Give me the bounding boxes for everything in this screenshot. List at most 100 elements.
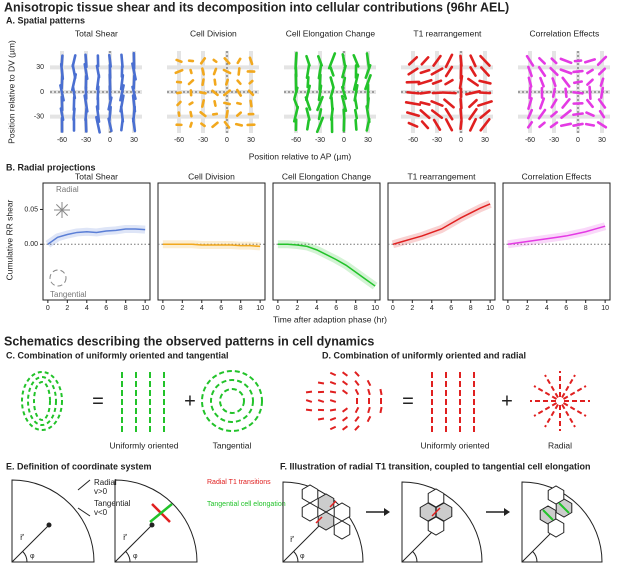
orientation-glyph (235, 88, 243, 97)
orientation-glyph (560, 109, 572, 120)
orientation-glyph (341, 76, 347, 88)
y-tick-label: 0.05 (24, 206, 38, 213)
orientation-glyph (444, 78, 454, 86)
orientation-glyph (538, 97, 546, 110)
x-tick-label: -60 (291, 137, 301, 144)
x-tick-label: 0 (161, 305, 165, 312)
orientation-glyph (459, 54, 463, 68)
orientation-glyph (236, 101, 242, 106)
orientation-glyph (174, 68, 184, 75)
dash (329, 399, 337, 403)
orientation-glyph (306, 76, 310, 89)
dash (367, 406, 371, 414)
x-tick-label: 0 (576, 137, 580, 144)
orientation-glyph (212, 67, 218, 76)
orientation-glyph (539, 76, 545, 88)
dash (305, 408, 313, 412)
orientation-glyph (211, 121, 219, 129)
x-tick-label: 4 (545, 305, 549, 312)
y-tick-label: 30 (36, 64, 44, 71)
orientation-glyph (189, 121, 193, 128)
line (392, 203, 491, 246)
dash (305, 399, 313, 403)
dash (341, 380, 349, 386)
plot-frame (272, 182, 381, 301)
orientation-glyph (354, 118, 358, 131)
cell (547, 518, 565, 538)
orientation-glyph (222, 68, 232, 75)
cell (333, 502, 351, 522)
angle-arc (412, 551, 418, 563)
icon (49, 269, 67, 287)
y-tick-label: -30 (34, 113, 44, 120)
orientation-glyph (564, 87, 568, 99)
orientation-glyph (199, 57, 207, 65)
orientation-glyph (407, 121, 419, 128)
line-band (277, 240, 378, 290)
vector-label: r⃗ (123, 533, 127, 542)
cell (317, 493, 335, 513)
orientation-glyph (550, 98, 558, 109)
orientation-glyph (444, 118, 454, 132)
orientation-glyph (549, 66, 559, 77)
orientation-glyph (477, 100, 493, 107)
x-tick-label: 8 (354, 305, 358, 312)
orientation-glyph (551, 87, 557, 98)
orientation-glyph (305, 107, 311, 121)
x-tick-label: -30 (432, 137, 442, 144)
orientation-glyph (293, 97, 299, 110)
dash (341, 407, 349, 413)
orientation-glyph (561, 76, 571, 88)
x-tick-label: -30 (81, 137, 91, 144)
orientation-glyph (352, 53, 360, 68)
dash (305, 390, 313, 394)
orientation-glyph (537, 108, 547, 120)
angle-arc (532, 551, 538, 563)
arrow-head (384, 508, 390, 516)
dash (354, 380, 360, 386)
plus: + (501, 390, 513, 412)
orientation-glyph (526, 120, 534, 129)
x-tick-label: 4 (315, 305, 319, 312)
orientation-glyph (213, 99, 217, 107)
orientation-glyph (189, 68, 193, 75)
cell (301, 502, 319, 522)
orientation-glyph (120, 53, 124, 69)
orientation-glyph (342, 108, 346, 120)
x-tick-label: 8 (584, 305, 588, 312)
x-tick-label: 6 (334, 305, 338, 312)
orientation-glyph (330, 96, 334, 111)
orientation-glyph (417, 78, 433, 86)
caption: Uniformly oriented (110, 440, 179, 450)
annotation: v<0 (94, 508, 108, 517)
orientation-glyph (222, 89, 232, 97)
vector (114, 524, 153, 563)
cell (547, 485, 565, 505)
orientation-glyph (430, 100, 444, 107)
cell (333, 520, 351, 540)
orientation-glyph (597, 67, 607, 76)
line (507, 225, 606, 246)
dash (317, 417, 325, 421)
orientation-glyph (479, 54, 491, 67)
orientation-glyph (465, 90, 481, 96)
orientation-glyph (419, 101, 431, 106)
dash (354, 371, 360, 377)
orientation-glyph (407, 56, 419, 66)
arrow-red (431, 507, 441, 517)
orientation-glyph (340, 85, 348, 100)
orientation-glyph (223, 120, 231, 129)
orientation-glyph (119, 84, 125, 102)
orientation-glyph (353, 108, 359, 120)
dash (341, 425, 349, 431)
orientation-glyph (213, 78, 217, 86)
dash (329, 417, 337, 421)
schematic-drawings: r⃗ φ r⃗ φ r⃗ φ (11, 370, 603, 563)
x-tick-label: 0 (225, 137, 229, 144)
x-tick-label: 0 (342, 137, 346, 144)
orientation-glyph (419, 109, 431, 120)
y-tick-label: 0 (40, 89, 44, 96)
arrow-green (149, 503, 173, 523)
cell (301, 484, 319, 504)
